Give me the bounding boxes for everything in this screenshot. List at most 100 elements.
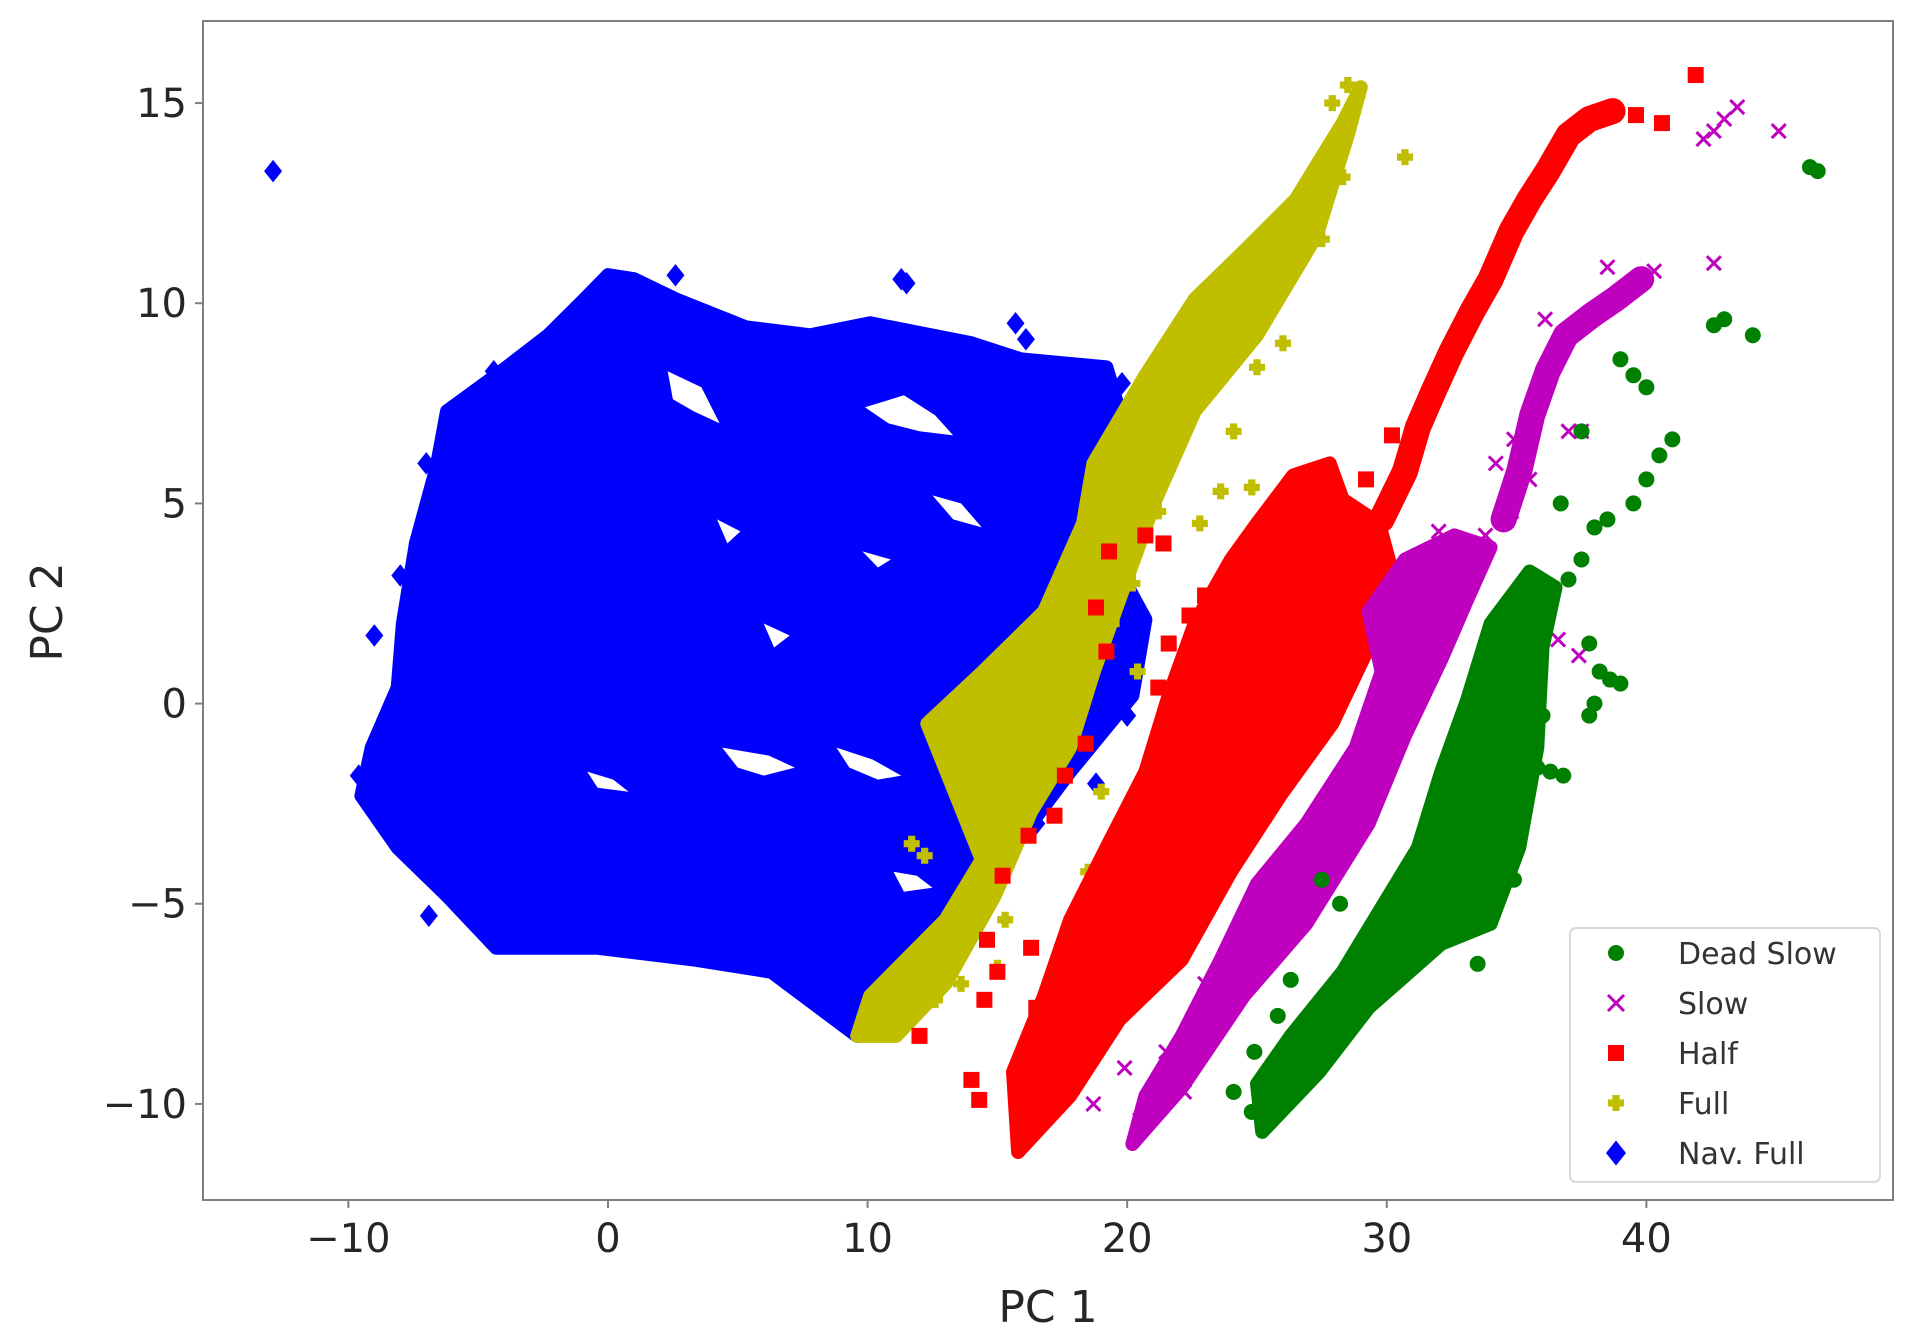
data-point [1687, 67, 1704, 84]
data-point [417, 452, 436, 475]
data-point [1521, 471, 1538, 488]
data-point [1716, 111, 1733, 128]
data-point [971, 1091, 988, 1108]
data-point [1542, 587, 1559, 604]
data-point [1529, 759, 1546, 776]
y-axis-label: PC 2 [22, 562, 73, 661]
data-point [1181, 607, 1198, 624]
data-point [976, 991, 993, 1008]
series-half-density-region [1006, 456, 1399, 1159]
data-point [1638, 379, 1655, 396]
data-point [1505, 871, 1522, 888]
gap-region [865, 395, 954, 436]
data-point [1101, 543, 1118, 560]
data-point [1487, 455, 1504, 472]
legend-label: Nav. Full [1678, 1137, 1805, 1172]
data-point [1225, 423, 1242, 440]
series-dead-slow-density-region [1250, 564, 1563, 1139]
legend-label: Dead Slow [1678, 937, 1837, 972]
series-half-strand [1368, 98, 1626, 533]
series-layer [264, 67, 1826, 1159]
data-point [1248, 359, 1265, 376]
data-point [1581, 707, 1598, 724]
series-dead-slow [1225, 159, 1826, 1139]
data-point [456, 412, 475, 435]
legend-box [1569, 927, 1881, 1183]
data-point [1269, 1007, 1286, 1024]
legend-label: Half [1678, 1037, 1739, 1072]
data-point [1513, 799, 1530, 816]
data-point [1646, 263, 1663, 280]
square-marker-icon [1608, 1045, 1624, 1061]
data-point [1716, 311, 1733, 328]
data-point [1098, 643, 1115, 660]
data-point [1573, 551, 1590, 568]
data-point [1332, 895, 1349, 912]
data-point [1036, 751, 1053, 768]
data-point [903, 835, 920, 852]
data-point [897, 271, 916, 295]
data-point [1599, 511, 1616, 528]
data-point [1259, 535, 1276, 552]
data-point [1313, 871, 1330, 888]
legend-item-slow: Slow [1606, 987, 1748, 1022]
data-point [1150, 503, 1167, 520]
data-point [1124, 575, 1141, 592]
data-point [1586, 695, 1603, 712]
diamond-marker-icon [1606, 1140, 1626, 1166]
y-tick-label: 10 [136, 281, 187, 327]
data-point [978, 931, 995, 948]
x-tick-label: 20 [1102, 1216, 1153, 1262]
data-point [1461, 571, 1478, 588]
data-point [1300, 531, 1317, 548]
data-point [1555, 767, 1572, 784]
data-point [1088, 599, 1105, 616]
data-point [1744, 327, 1761, 344]
data-point [1280, 883, 1297, 900]
legend: Dead Slow Slow Half Full Nav. Full [1569, 927, 1881, 1183]
data-point [1324, 827, 1341, 844]
x-tick-label: −10 [306, 1216, 390, 1262]
data-point [365, 624, 384, 647]
data-point [837, 996, 856, 1020]
y-tick-label: 5 [162, 481, 187, 527]
series-half [911, 67, 1704, 1159]
data-point [1020, 827, 1037, 844]
data-point [1334, 169, 1351, 186]
legend-label: Slow [1678, 987, 1748, 1022]
data-point [1118, 704, 1137, 727]
data-point [1638, 471, 1655, 488]
gap-region [763, 623, 790, 648]
data-point [994, 867, 1011, 884]
data-point [1339, 77, 1356, 94]
data-point [1015, 791, 1032, 808]
data-point [1150, 679, 1167, 696]
data-point [1503, 503, 1520, 520]
data-point [484, 360, 503, 383]
data-point [1105, 656, 1124, 679]
data-point [1158, 1043, 1175, 1060]
data-point [1358, 471, 1375, 488]
legend-item-full: Full [1608, 1087, 1729, 1122]
data-point [1573, 423, 1590, 440]
data-point [1477, 527, 1494, 544]
data-point [1298, 199, 1315, 216]
data-point [1391, 891, 1408, 908]
data-point [1542, 763, 1559, 780]
data-point [1112, 372, 1131, 395]
plus-marker-icon [1608, 1095, 1624, 1111]
data-point [778, 956, 797, 980]
data-point [1129, 663, 1146, 680]
data-point [349, 764, 368, 787]
data-point [1282, 971, 1299, 988]
data-point [1225, 1083, 1242, 1100]
y-tick-label: −10 [103, 1082, 187, 1128]
data-point [1695, 131, 1712, 148]
data-point [1137, 527, 1154, 544]
data-point [1534, 707, 1551, 724]
data-point [953, 975, 970, 992]
data-point [508, 924, 527, 948]
legend-item-half: Half [1608, 1037, 1739, 1072]
gap-region [667, 371, 720, 424]
data-point [1396, 149, 1413, 166]
